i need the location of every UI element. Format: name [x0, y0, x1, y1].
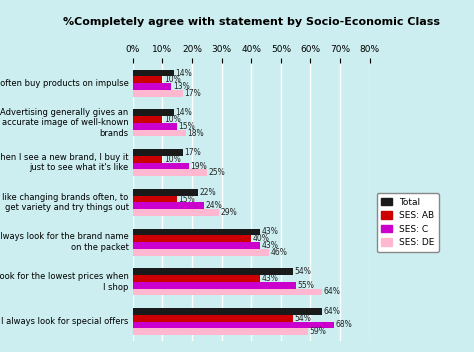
Text: 19%: 19%: [191, 162, 207, 171]
Text: 54%: 54%: [294, 314, 311, 323]
Bar: [133, 169, 207, 176]
Bar: [133, 189, 198, 196]
Bar: [133, 268, 293, 275]
Text: 17%: 17%: [184, 148, 201, 157]
Bar: [133, 242, 260, 249]
Bar: [133, 149, 183, 156]
Legend: Total, SES: AB, SES: C, SES: DE: Total, SES: AB, SES: C, SES: DE: [377, 193, 439, 252]
Bar: [133, 196, 177, 202]
Bar: [133, 163, 189, 169]
Bar: [133, 76, 162, 83]
Text: 17%: 17%: [184, 89, 201, 98]
Bar: [133, 249, 269, 256]
Text: 18%: 18%: [188, 128, 204, 138]
Text: 59%: 59%: [309, 327, 326, 336]
Text: 64%: 64%: [324, 288, 341, 296]
Bar: [133, 202, 204, 209]
Text: 46%: 46%: [271, 248, 287, 257]
Bar: [133, 235, 251, 242]
Bar: [133, 282, 296, 289]
Text: 24%: 24%: [205, 201, 222, 210]
Bar: [133, 289, 322, 295]
Text: 43%: 43%: [262, 274, 278, 283]
Text: 40%: 40%: [253, 234, 270, 243]
Text: 54%: 54%: [294, 267, 311, 276]
Text: 14%: 14%: [176, 69, 192, 77]
Text: 15%: 15%: [179, 195, 195, 203]
Text: 43%: 43%: [262, 227, 278, 237]
Bar: [133, 308, 322, 315]
Text: 55%: 55%: [297, 281, 314, 290]
Bar: [133, 109, 174, 116]
Bar: [325, 63, 370, 341]
Bar: [133, 123, 177, 130]
Text: 68%: 68%: [336, 320, 352, 329]
Bar: [133, 156, 162, 163]
Bar: [133, 116, 162, 123]
Text: 10%: 10%: [164, 115, 181, 124]
Text: 22%: 22%: [200, 188, 216, 197]
Bar: [133, 70, 174, 76]
Text: 15%: 15%: [179, 122, 195, 131]
Text: 10%: 10%: [164, 75, 181, 84]
Text: 25%: 25%: [208, 168, 225, 177]
Bar: [133, 315, 293, 322]
Bar: [133, 322, 334, 328]
Bar: [133, 328, 308, 335]
Text: 10%: 10%: [164, 155, 181, 164]
Bar: [133, 275, 260, 282]
Bar: [133, 83, 171, 90]
Bar: [133, 130, 186, 137]
Title: %Completely agree with statement by Socio-Economic Class: %Completely agree with statement by Soci…: [63, 17, 440, 27]
Text: 14%: 14%: [176, 108, 192, 117]
Text: 64%: 64%: [324, 307, 341, 316]
Text: 29%: 29%: [220, 208, 237, 217]
Bar: [133, 90, 183, 97]
Text: 43%: 43%: [262, 241, 278, 250]
Bar: [133, 209, 219, 216]
Bar: [133, 228, 260, 235]
Text: 13%: 13%: [173, 82, 190, 91]
